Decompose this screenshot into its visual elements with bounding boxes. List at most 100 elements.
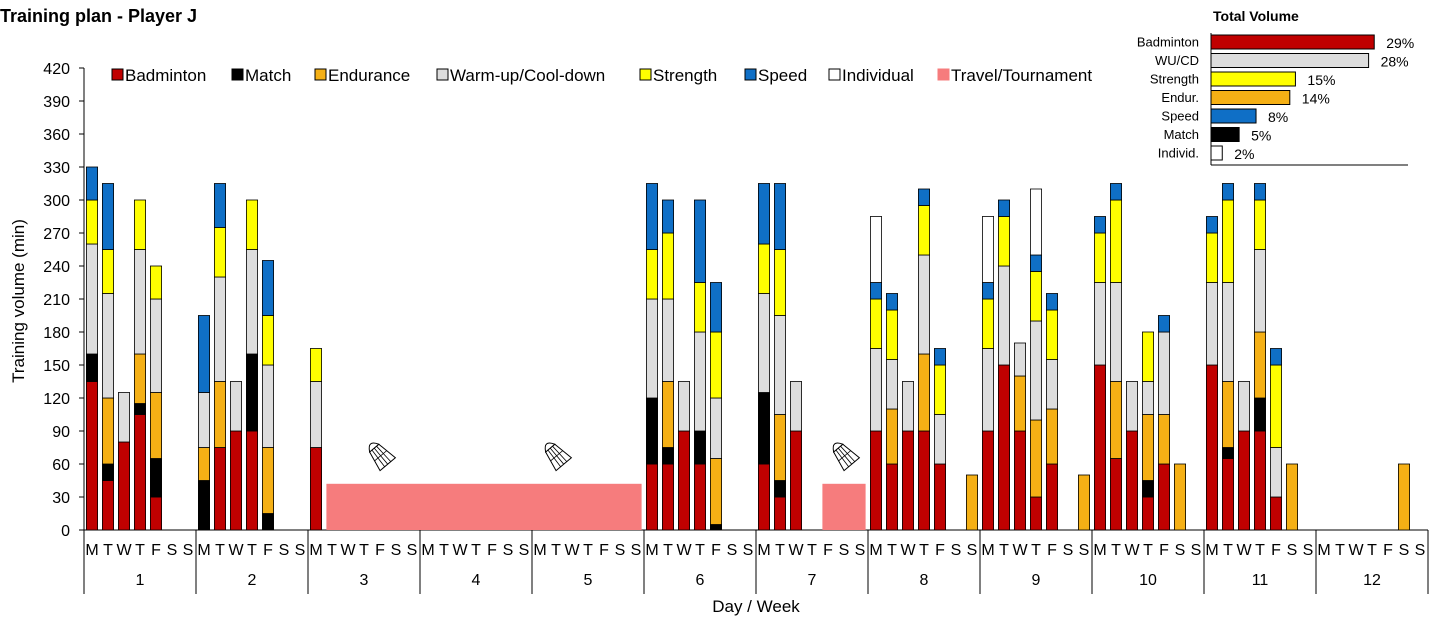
day-label: M bbox=[757, 542, 770, 559]
bar-segment-endurance bbox=[1030, 419, 1043, 498]
shuttlecock-icon bbox=[832, 442, 861, 472]
day-label: S bbox=[743, 542, 754, 559]
bar-segment-warm-up-cool-down bbox=[197, 392, 210, 448]
bar-segment-strength bbox=[1046, 309, 1059, 360]
legend-swatch bbox=[231, 68, 244, 81]
bar-segment-warm-up-cool-down bbox=[886, 359, 899, 410]
side-category-label: Endur. bbox=[1161, 90, 1199, 105]
day-label: W bbox=[340, 542, 356, 559]
day-label: T bbox=[1223, 542, 1233, 559]
bar-segment-endurance bbox=[1254, 331, 1267, 399]
side-category-label: Strength bbox=[1150, 72, 1199, 87]
side-bar bbox=[1210, 53, 1370, 68]
day-label: W bbox=[1348, 542, 1364, 559]
day-label: W bbox=[1012, 542, 1028, 559]
bar-segment-warm-up-cool-down bbox=[229, 381, 242, 432]
bar-segment-warm-up-cool-down bbox=[102, 293, 115, 399]
day-label: S bbox=[183, 542, 194, 559]
bar-segment-speed bbox=[1030, 254, 1043, 272]
bar-segment-badminton bbox=[213, 447, 226, 531]
bar-segment-speed bbox=[86, 166, 99, 201]
bar-segment-warm-up-cool-down bbox=[662, 298, 675, 382]
bar-segment-warm-up-cool-down bbox=[1046, 359, 1059, 410]
bar-segment-warm-up-cool-down bbox=[998, 265, 1011, 366]
day-label: F bbox=[1159, 542, 1169, 559]
bar-segment-endurance bbox=[213, 381, 226, 448]
bar-segment-warm-up-cool-down bbox=[678, 381, 691, 432]
bar-segment-strength bbox=[694, 282, 707, 333]
bar-segment-warm-up-cool-down bbox=[86, 243, 99, 355]
bar-segment-warm-up-cool-down bbox=[149, 298, 162, 393]
day-label: S bbox=[1191, 542, 1202, 559]
bar-segment-strength bbox=[998, 216, 1011, 267]
bar-segment-badminton bbox=[774, 496, 787, 531]
bar-segment-match bbox=[774, 480, 787, 498]
bar-segment-warm-up-cool-down bbox=[118, 392, 131, 443]
bar-segment-endurance bbox=[1174, 463, 1187, 531]
day-label: M bbox=[1093, 542, 1106, 559]
bar-segment-strength bbox=[1094, 232, 1107, 283]
bar-segment-badminton bbox=[1094, 364, 1107, 531]
y-tick-label: 60 bbox=[52, 457, 70, 474]
day-label: W bbox=[116, 542, 132, 559]
day-label: S bbox=[855, 542, 866, 559]
week-label: 12 bbox=[1363, 572, 1381, 589]
bar-segment-badminton bbox=[149, 496, 162, 531]
bar-segment-warm-up-cool-down bbox=[1030, 320, 1043, 421]
bar-segment-match bbox=[261, 513, 274, 531]
y-tick-label: 180 bbox=[43, 325, 70, 342]
y-axis-title: Training volume (min) bbox=[9, 219, 28, 383]
bar-segment-strength bbox=[213, 227, 226, 278]
day-label: F bbox=[263, 542, 273, 559]
bar-segment-strength bbox=[133, 199, 146, 250]
bar-segment-endurance bbox=[1046, 408, 1059, 465]
bar-segment-badminton bbox=[118, 441, 131, 531]
side-category-label: Individ. bbox=[1158, 146, 1199, 161]
bar-segment-speed bbox=[213, 183, 226, 228]
bar-segment-endurance bbox=[197, 447, 210, 481]
bar-segment-strength bbox=[1142, 331, 1155, 382]
day-label: S bbox=[631, 542, 642, 559]
week-label: 5 bbox=[584, 572, 593, 589]
day-label: W bbox=[228, 542, 244, 559]
bar-segment-badminton bbox=[790, 430, 803, 531]
bar-segment-match bbox=[1142, 480, 1155, 498]
bar-segment-speed bbox=[710, 282, 723, 333]
y-tick-label: 0 bbox=[61, 523, 70, 540]
day-label: S bbox=[1287, 542, 1298, 559]
bar-segment-speed bbox=[646, 183, 659, 250]
day-label: F bbox=[711, 542, 721, 559]
bar-segment-strength bbox=[1110, 199, 1123, 283]
bar-segment-warm-up-cool-down bbox=[1270, 447, 1283, 498]
shuttlecock-icon bbox=[368, 442, 397, 472]
side-bar bbox=[1210, 90, 1291, 105]
bar-segment-warm-up-cool-down bbox=[758, 293, 771, 393]
bar-segment-strength bbox=[261, 315, 274, 366]
day-label: T bbox=[247, 542, 257, 559]
y-tick-label: 240 bbox=[43, 259, 70, 276]
bar-segment-badminton bbox=[902, 430, 915, 531]
bar-segment-match bbox=[646, 397, 659, 465]
day-label: M bbox=[645, 542, 658, 559]
day-label: S bbox=[1303, 542, 1314, 559]
bar-segment-badminton bbox=[982, 430, 995, 531]
side-value-label: 29% bbox=[1386, 35, 1414, 51]
day-label: S bbox=[295, 542, 306, 559]
bar-segment-match bbox=[1222, 447, 1235, 459]
day-label: T bbox=[471, 542, 481, 559]
bar-segment-endurance bbox=[918, 353, 931, 432]
bar-segment-match bbox=[1254, 397, 1267, 432]
legend-label: Strength bbox=[653, 66, 717, 85]
week-label: 2 bbox=[248, 572, 257, 589]
day-label: S bbox=[839, 542, 850, 559]
bar-segment-warm-up-cool-down bbox=[309, 381, 322, 448]
y-tick-label: 90 bbox=[52, 424, 70, 441]
bar-segment-strength bbox=[982, 298, 995, 349]
bar-segment-match bbox=[149, 458, 162, 498]
side-category-label: Match bbox=[1164, 127, 1199, 142]
day-label: F bbox=[823, 542, 833, 559]
day-label: F bbox=[1383, 542, 1393, 559]
bar-segment-warm-up-cool-down bbox=[213, 276, 226, 382]
day-label: S bbox=[279, 542, 290, 559]
day-label: S bbox=[1175, 542, 1186, 559]
